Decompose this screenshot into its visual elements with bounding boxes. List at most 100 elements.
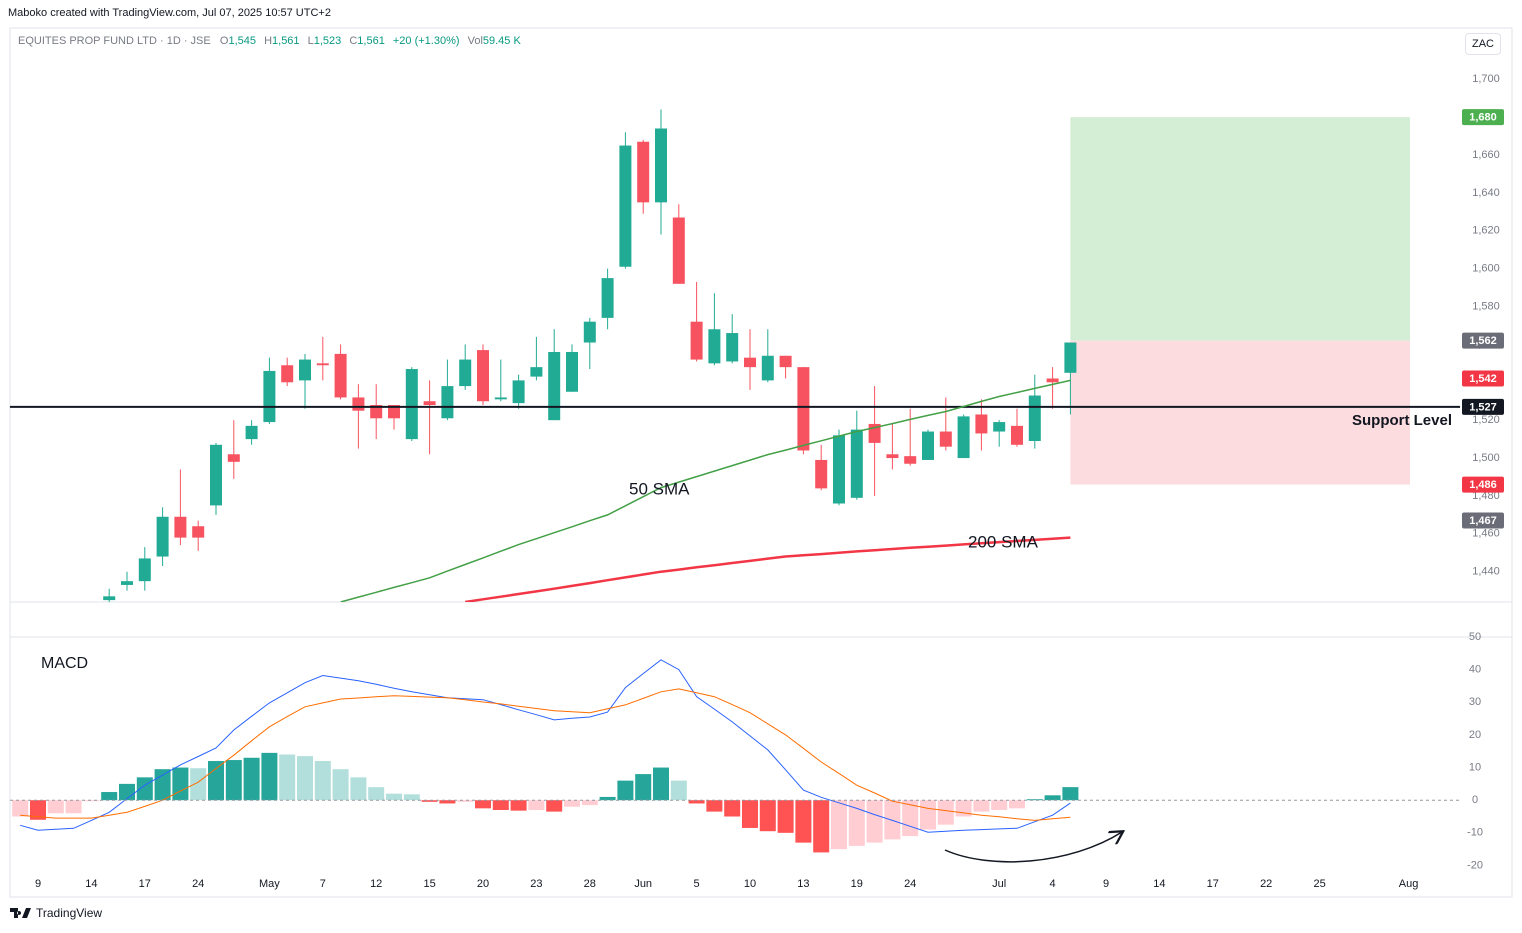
y-tick-label: 1,520 xyxy=(1472,414,1500,426)
price-label-bg xyxy=(1462,398,1504,415)
histogram-bar xyxy=(101,792,118,801)
moving-average xyxy=(465,536,1071,602)
y-tick-label: 1,460 xyxy=(1472,528,1500,540)
histogram-bar xyxy=(386,793,402,801)
x-tick-label: 14 xyxy=(85,878,97,890)
histogram-bar xyxy=(510,800,527,811)
candle-body xyxy=(761,355,774,381)
histogram-bar xyxy=(279,754,296,801)
y-tick-label: 10 xyxy=(1469,761,1481,773)
loss-zone xyxy=(1070,340,1410,485)
candle-body xyxy=(299,359,311,381)
x-tick-label: 17 xyxy=(1207,878,1219,890)
logo xyxy=(10,908,31,918)
histogram-bar xyxy=(831,800,847,850)
y-tick-label: 1,600 xyxy=(1472,263,1500,275)
histogram-bar xyxy=(332,769,349,801)
x-tick-label: 5 xyxy=(694,878,700,890)
histogram-bar xyxy=(172,767,189,801)
currency[interactable]: ZAC xyxy=(1465,33,1501,55)
histogram-bar xyxy=(30,800,46,820)
volume-label: Vol xyxy=(467,35,483,47)
candle-body xyxy=(886,454,899,459)
histogram-bar xyxy=(492,800,509,810)
histogram-bar xyxy=(884,800,901,840)
ohlc-value: 1,561 xyxy=(272,35,300,47)
histogram-bar xyxy=(670,780,687,801)
candle-body xyxy=(904,456,917,464)
candle-body xyxy=(210,444,222,506)
price-pane xyxy=(10,109,1460,602)
histogram-bar xyxy=(742,800,758,828)
histogram-bar xyxy=(724,800,741,817)
y-tick-label: 50 xyxy=(1469,631,1481,643)
ohlc-value: 1,545 xyxy=(228,35,256,47)
histogram-bar xyxy=(777,800,794,833)
candle-body xyxy=(1046,378,1059,383)
histogram-bar xyxy=(297,756,313,801)
y-tick-label: 20 xyxy=(1469,729,1481,741)
histogram-bar xyxy=(937,800,954,825)
ohlc-value: 1,523 xyxy=(313,35,342,47)
price-label: 1,562 xyxy=(1469,335,1497,347)
histogram-bar xyxy=(243,757,260,801)
ohlc-label: H xyxy=(264,35,273,47)
candle-body xyxy=(103,596,116,601)
candle-body xyxy=(1064,342,1077,373)
candle-body xyxy=(619,145,632,267)
histogram-bar xyxy=(136,777,153,801)
y-tick-label: 40 xyxy=(1469,664,1481,676)
price-label-bg xyxy=(1462,370,1504,387)
x-tick-label: May xyxy=(259,878,280,890)
footer: TradingView xyxy=(10,906,102,920)
histogram-bar xyxy=(457,800,474,802)
volume-value: 59.45 K xyxy=(482,35,521,47)
histogram-bar xyxy=(154,769,171,801)
candle-body xyxy=(708,329,721,364)
price-label-bg xyxy=(1462,332,1504,349)
histogram-bar xyxy=(421,800,438,802)
histogram-bar xyxy=(119,783,135,801)
candle-body xyxy=(939,431,952,447)
ohlc-label: L xyxy=(307,35,314,47)
y-tick-label: 1,660 xyxy=(1472,149,1500,161)
candle-body xyxy=(815,459,828,489)
x-tick-label: Aug xyxy=(1399,878,1419,890)
candle-body xyxy=(1011,425,1023,445)
candle-body xyxy=(957,416,970,459)
candle-body xyxy=(512,380,525,404)
axes: 9 14 17 24 May 7 12 15 20 23 28 Jun 5 10 13 19 24 Jul 4 9 14… xyxy=(35,73,1504,890)
y-tick-label: 1,480 xyxy=(1472,490,1500,502)
ohlc-label: C xyxy=(349,35,358,47)
x-tick-label: 10 xyxy=(744,878,756,890)
x-tick-label: 7 xyxy=(320,878,326,890)
x-tick-label: 15 xyxy=(423,878,435,890)
candle-body xyxy=(690,321,703,360)
histogram-bar xyxy=(403,794,420,801)
histogram-bar xyxy=(581,800,598,806)
candle-body xyxy=(637,141,650,203)
x-tick-label: 20 xyxy=(477,878,489,890)
candle-body xyxy=(334,353,347,398)
arrow-annotation xyxy=(944,832,1122,863)
histogram-bar xyxy=(688,800,705,804)
candle-body xyxy=(744,357,756,368)
sma50-label: 50 SMA xyxy=(629,479,690,498)
x-tick-label: 14 xyxy=(1153,878,1165,890)
x-tick-label: 17 xyxy=(139,878,151,890)
ohlc-label: O xyxy=(219,35,229,47)
macd-line xyxy=(20,688,1071,821)
candle-body xyxy=(352,397,365,411)
candle-body xyxy=(477,350,489,402)
candle-body xyxy=(850,429,863,498)
candle-body xyxy=(174,516,187,538)
candle-body xyxy=(566,351,578,392)
macd-title: MACD xyxy=(41,655,88,672)
histogram-bar xyxy=(475,800,491,809)
x-tick-label: 25 xyxy=(1313,878,1325,890)
profit-zone xyxy=(1070,117,1410,341)
x-tick-label: 22 xyxy=(1260,878,1272,890)
candle-body xyxy=(726,333,739,362)
